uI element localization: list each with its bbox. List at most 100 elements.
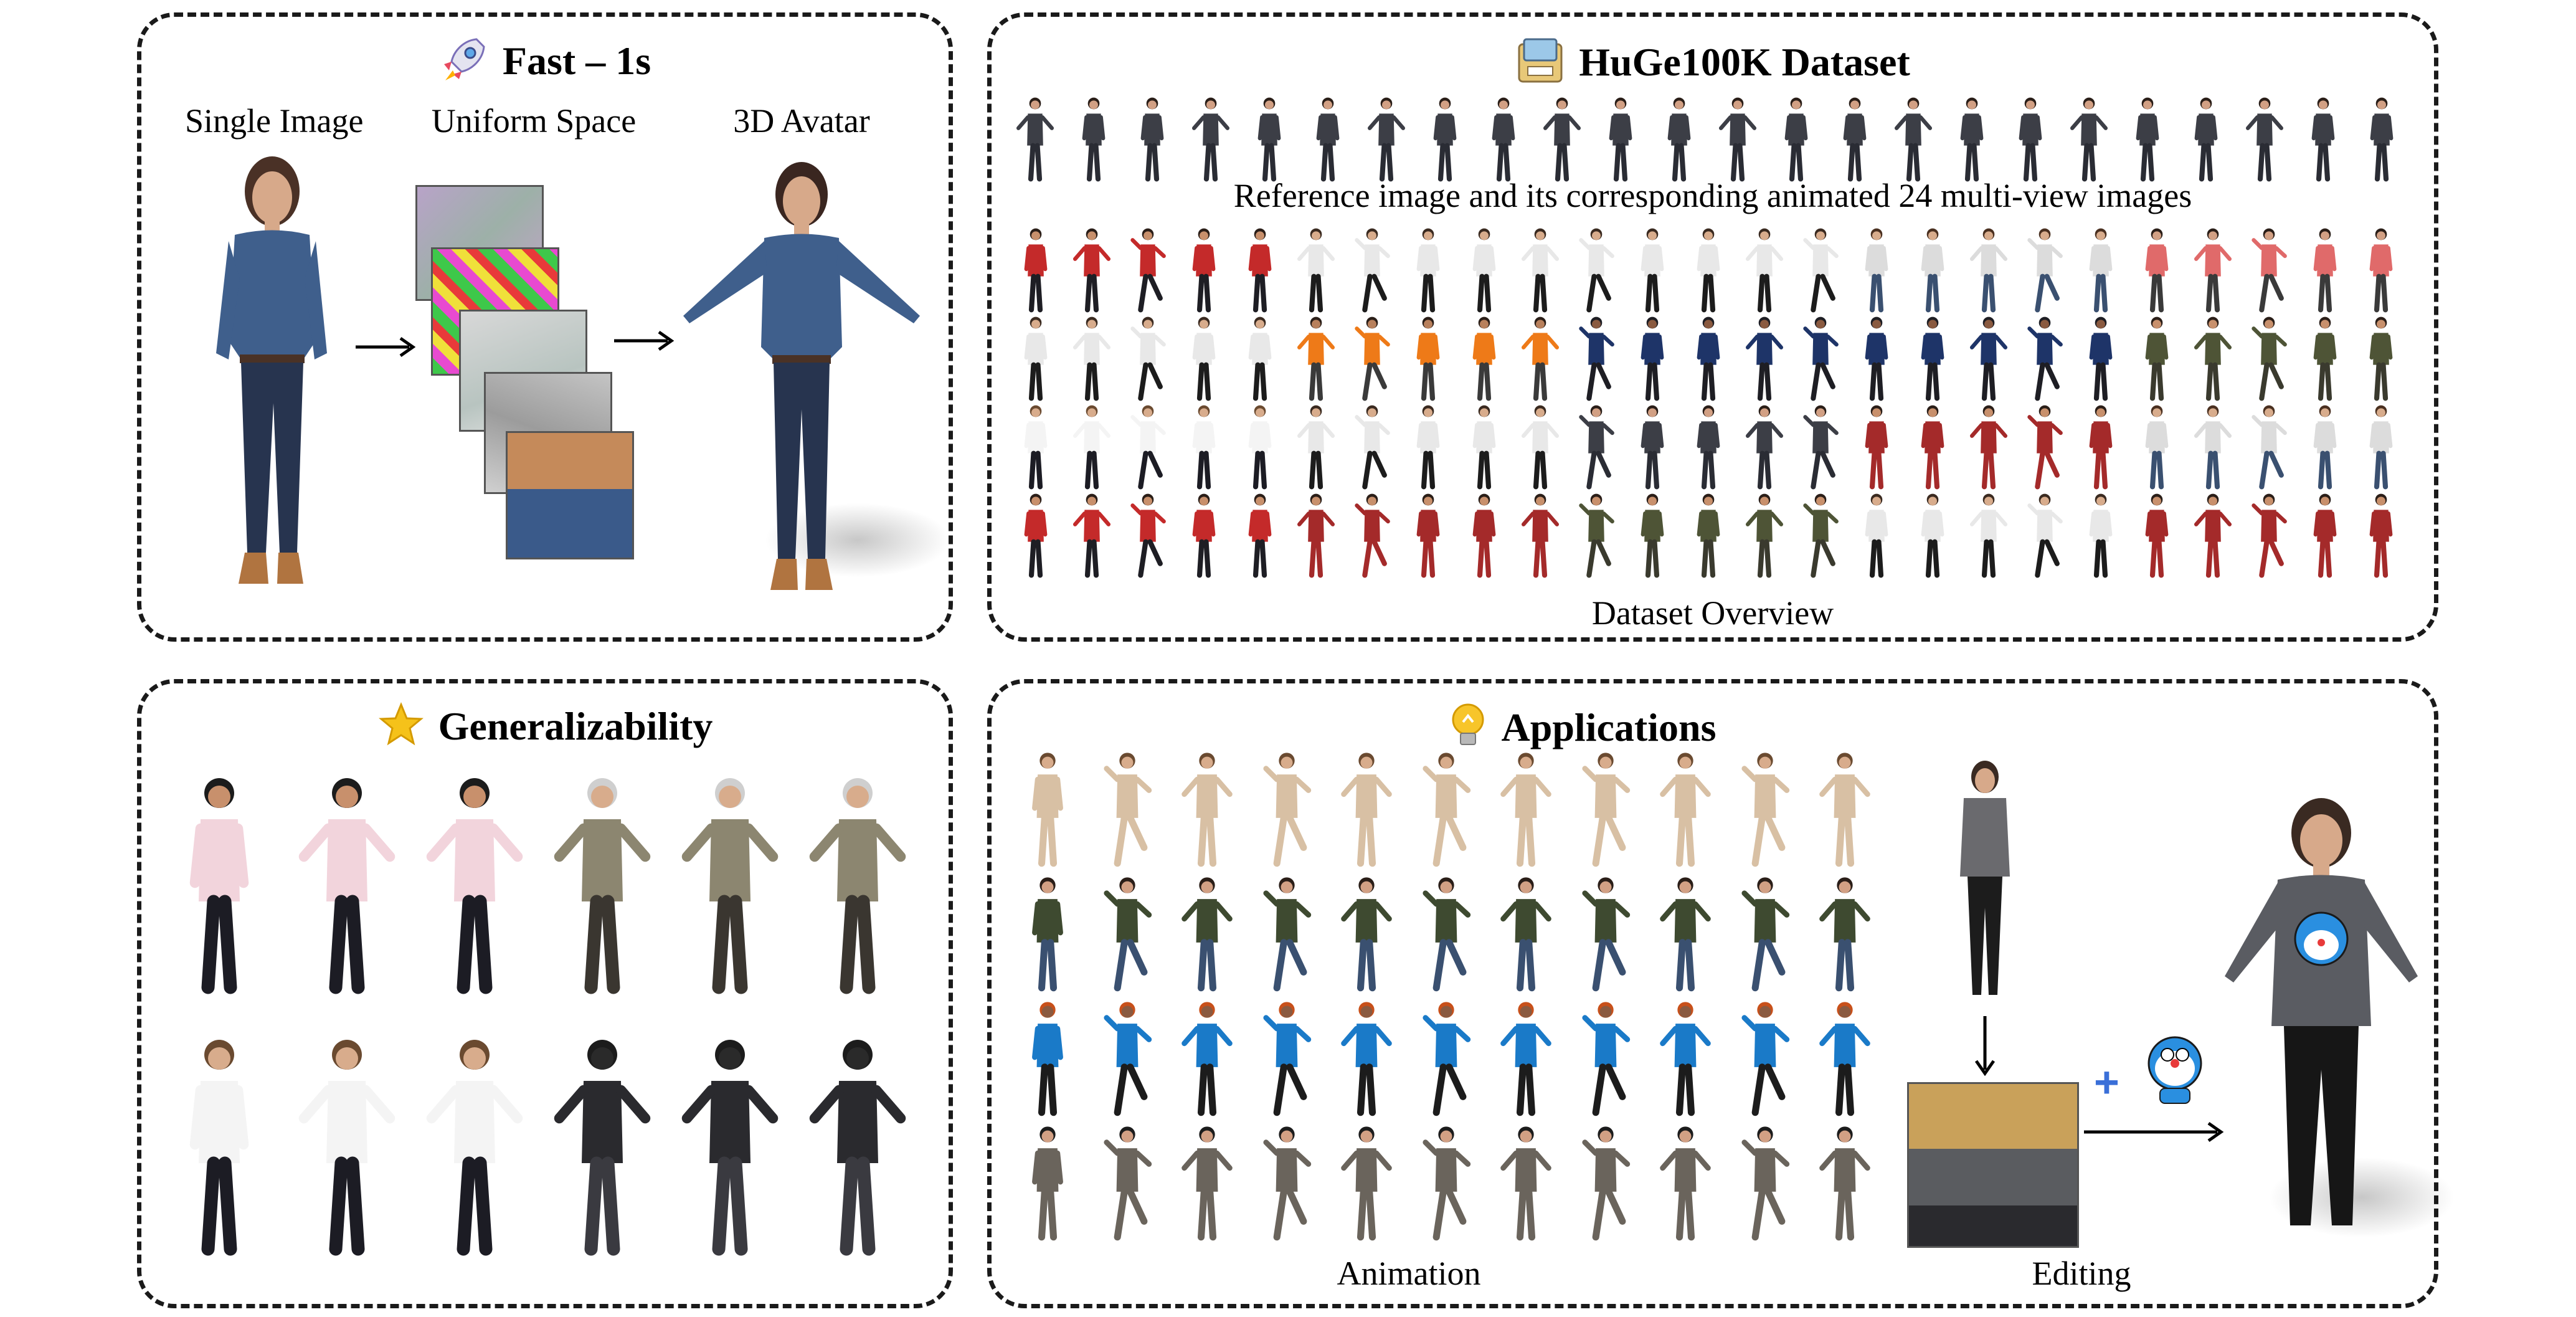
dataset-sample-figure	[1073, 493, 1111, 578]
dataset-sample-figure	[2089, 228, 2113, 313]
panel-applications-title: Applications	[730, 701, 2434, 763]
dataset-sample-figure	[2194, 228, 2232, 313]
dataset-sample-figure	[1192, 228, 1216, 313]
dataset-sample-figure	[1521, 493, 1560, 578]
dataset-sample-figure	[1472, 405, 1496, 490]
dataset-sample-figure	[1355, 316, 1390, 401]
dataset-sample-figure	[1969, 493, 2008, 578]
dataset-sample-figure	[2089, 493, 2113, 578]
animation-frame-figure	[1660, 753, 1711, 867]
animation-frame-figure	[1423, 753, 1471, 867]
generalizability-figure	[681, 1040, 779, 1256]
dataset-sample-figure	[1073, 228, 1111, 313]
animation-frame-figure	[1819, 753, 1870, 867]
multiview-figure	[1367, 97, 1406, 182]
animation-frame-figure	[1582, 1002, 1631, 1116]
dataset-sample-figure	[1297, 493, 1335, 578]
dataset-sample-figure	[2252, 405, 2287, 490]
generalizability-figure	[426, 778, 523, 994]
dataset-sample-figure	[1130, 405, 1166, 490]
dataset-sample-figure	[2027, 228, 2063, 313]
dataset-sample-figure	[2027, 316, 2063, 401]
multiview-figure	[1140, 97, 1164, 182]
animation-frame-figure	[1263, 1126, 1312, 1241]
animation-frame-figure	[1032, 1126, 1063, 1241]
dataset-sample-figure	[1579, 405, 1614, 490]
editing-texture-map	[1907, 1082, 2079, 1248]
animation-frame-figure	[1500, 1126, 1551, 1241]
dataset-sample-figure	[1745, 316, 1784, 401]
dataset-sample-figure	[1248, 493, 1272, 578]
dataset-sample-figure	[1355, 405, 1390, 490]
multiview-figure	[1843, 97, 1867, 182]
animation-frame-figure	[1423, 877, 1471, 992]
generalizability-figure	[681, 778, 779, 994]
multiview-figure	[1718, 97, 1757, 182]
dataset-sample-figure	[1192, 493, 1216, 578]
dataset-sample-figure	[1641, 228, 1664, 313]
generalizability-figure	[809, 778, 906, 994]
panel-generalizability-title: Generalizability	[141, 701, 949, 760]
generalizability-figure	[554, 778, 651, 994]
multiview-figure	[1492, 97, 1515, 182]
animation-frame-figure	[1341, 877, 1392, 992]
animation-frame-figure	[1582, 1126, 1631, 1241]
dataset-sample-figure	[1192, 316, 1216, 401]
multiview-figure	[2194, 97, 2218, 182]
caption-overview: Dataset Overview	[1591, 594, 1834, 632]
dataset-sample-figure	[1803, 316, 1839, 401]
dataset-sample-figure	[1297, 316, 1335, 401]
edited-avatar	[2225, 798, 2418, 1225]
multiview-figure	[1316, 97, 1340, 182]
multiview-figure	[1433, 97, 1457, 182]
generalizability-figure	[189, 1040, 249, 1256]
animation-frame-figure	[1423, 1126, 1471, 1241]
panel-fast-title: Fast – 1s	[141, 34, 949, 96]
dataset-sample-figure	[1024, 228, 1048, 313]
panel-applications-title-text: Applications	[1501, 705, 1717, 750]
animation-frame-figure	[1104, 1126, 1152, 1241]
dataset-sample-figure	[1521, 405, 1560, 490]
multiview-strip	[1013, 95, 2421, 188]
generalizability-figure	[554, 1040, 651, 1256]
dataset-sample-figure	[1472, 228, 1496, 313]
panel-dataset-title-text: HuGe100K Dataset	[1579, 40, 1910, 85]
animation-frame-figure	[1104, 753, 1152, 867]
animation-frame-figure	[1181, 877, 1233, 992]
dataset-sample-figure	[1921, 405, 1944, 490]
dataset-sample-figure	[1130, 493, 1166, 578]
dataset-sample-figure	[1579, 493, 1614, 578]
generalizability-figures	[166, 771, 932, 1294]
generalizability-figure	[189, 778, 249, 994]
dataset-sample-figure	[1024, 405, 1048, 490]
dataset-sample-figure	[2369, 228, 2393, 313]
dataset-sample-figure	[1865, 493, 1888, 578]
panel-applications: Applications Animation +	[987, 679, 2455, 1308]
arrow-right-editing	[2084, 1121, 2224, 1143]
dataset-sample-figure	[2027, 405, 2063, 490]
dataset-sample-figure	[1024, 493, 1048, 578]
dataset-sample-figure	[2145, 493, 2169, 578]
dataset-sample-figure	[1297, 228, 1335, 313]
dataset-sample-figure	[1969, 316, 2008, 401]
multiview-figure	[1082, 97, 1106, 182]
dataset-sample-figure	[1697, 493, 1720, 578]
animation-sequences	[1016, 749, 1901, 1247]
dataset-overview-grid	[1013, 226, 2421, 599]
dataset-sample-figure	[2089, 316, 2113, 401]
dataset-sample-figure	[1416, 228, 1440, 313]
multiview-figure	[2245, 97, 2284, 182]
panel-fast-title-text: Fast – 1s	[502, 39, 651, 83]
multiview-figure	[2370, 97, 2394, 182]
multiview-figure	[1960, 97, 1984, 182]
panel-generalizability-title-text: Generalizability	[438, 704, 713, 749]
dataset-sample-figure	[2369, 493, 2393, 578]
dataset-sample-figure	[1355, 493, 1390, 578]
dataset-sample-figure	[2194, 493, 2232, 578]
animation-frame-figure	[1500, 877, 1551, 992]
dataset-sample-figure	[1355, 228, 1390, 313]
dataset-sample-figure	[2145, 405, 2169, 490]
arrow-right-1	[356, 336, 415, 358]
label-single-image: Single Image	[185, 102, 364, 140]
label-uniform-space: Uniform Space	[431, 102, 637, 140]
